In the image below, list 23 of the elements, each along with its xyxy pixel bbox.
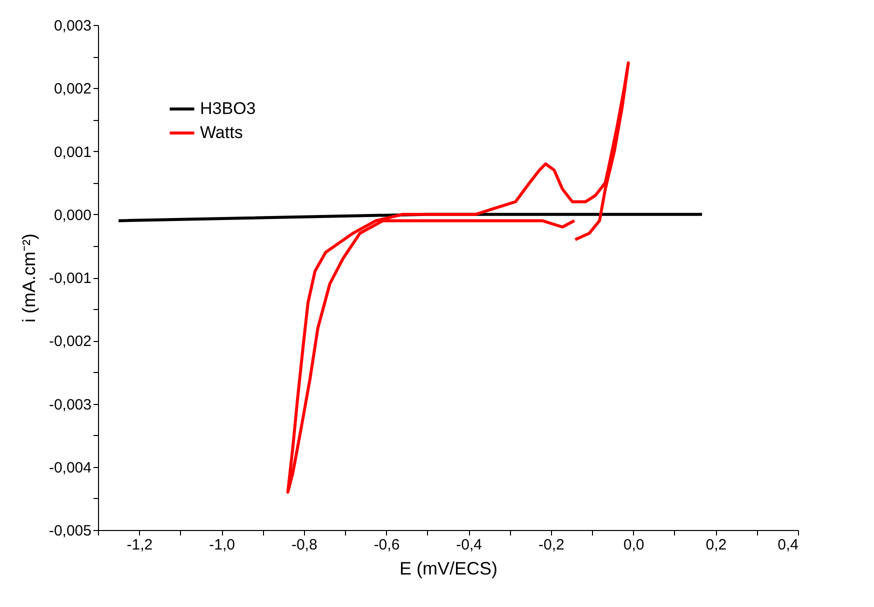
y-tick-label: -0,001: [48, 270, 92, 287]
x-tick-label: -0,2: [538, 536, 564, 554]
x-tick-label: 0,4: [778, 536, 798, 554]
x-tick-label: 0,0: [623, 536, 644, 554]
x-axis-title: E (mV/ECS): [399, 558, 498, 578]
x-tick-label: 0,2: [706, 536, 727, 554]
x-tick-label: -1,2: [126, 536, 153, 554]
x-tick-label: -0,6: [374, 536, 400, 554]
legend-label: H3BO3: [200, 99, 256, 118]
y-tick-label: -0,005: [48, 522, 92, 540]
y-tick-label: -0,003: [48, 396, 92, 414]
x-tick-label: -0,8: [291, 536, 318, 554]
y-tick-label: 0,002: [54, 80, 92, 98]
line-series: [286, 61, 630, 494]
y-tick-label: 0,003: [54, 18, 92, 34]
y-tick-label: 0,000: [54, 206, 92, 224]
x-tick-label: -1,0: [209, 536, 235, 554]
y-tick-label: 0,001: [54, 144, 92, 161]
y-tick-label: -0,002: [48, 333, 92, 350]
y-tick-label: -0,004: [48, 459, 92, 476]
y-axis-title: i (mA.cm⁻²): [18, 234, 39, 322]
legend-label: Watts: [200, 123, 243, 142]
x-tick-label: -0,4: [456, 536, 482, 554]
